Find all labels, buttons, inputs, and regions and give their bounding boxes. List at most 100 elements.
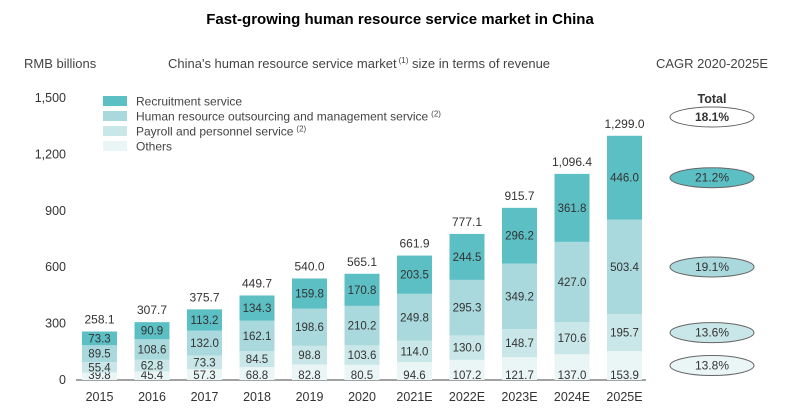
legend-label-footnote: (2) (431, 110, 441, 119)
cagr-series-pill (669, 167, 755, 189)
bar-value-label: 121.7 (505, 370, 534, 382)
bar-value-label: 249.8 (400, 312, 429, 324)
x-tick-label: 2023E (501, 390, 537, 404)
bar-segment (187, 309, 222, 331)
x-tick-label: 2020 (348, 390, 376, 404)
bar-value-label: 113.2 (191, 315, 219, 327)
bar-value-label: 82.8 (298, 370, 320, 382)
y-tick-label: 1,200 (35, 147, 66, 161)
bar-segment (554, 173, 590, 242)
bar-segment (292, 345, 327, 365)
bar-total-label: 307.7 (137, 303, 167, 317)
bar-value-label: 130.0 (453, 343, 482, 355)
bar-segment (187, 355, 222, 370)
bar-segment (239, 351, 275, 368)
y-unit-label: RMB billions (24, 56, 97, 71)
bar-value-label: 45.4 (141, 370, 164, 382)
bar-value-label: 84.5 (246, 354, 268, 366)
bar-value-label: 170.6 (558, 333, 587, 345)
x-tick-label: 2019 (296, 390, 324, 404)
legend-swatch (103, 126, 127, 136)
bar-value-label: 108.6 (138, 344, 167, 356)
legend-label: Payroll and personnel service (2) (136, 125, 307, 139)
bar-segment (134, 339, 170, 360)
bar-total-label: 540.0 (294, 259, 324, 273)
bar-segment (502, 263, 537, 330)
bar-segment (397, 362, 432, 380)
bar-segment (344, 305, 380, 346)
x-tick-label: 2024E (554, 390, 590, 404)
chart-subtitle-main: China's human resource service market (168, 56, 397, 71)
bar-value-label: 80.5 (351, 370, 373, 382)
bar-segment (449, 335, 485, 360)
bar-value-label: 349.2 (505, 291, 534, 303)
bar-value-label: 159.8 (295, 289, 324, 301)
bar-value-label: 170.8 (348, 285, 377, 297)
bar-segment (239, 320, 275, 352)
bar-total-label: 661.9 (399, 237, 429, 251)
bar-total-label: 565.1 (347, 255, 377, 269)
cagr-series-value: 13.8% (695, 359, 729, 373)
y-tick-label: 1,500 (35, 91, 66, 105)
bar-segment (554, 241, 590, 323)
bar-segment (397, 255, 432, 294)
bar-value-label: 39.8 (88, 370, 110, 382)
cagr-series-value: 21.2% (695, 171, 729, 185)
bar-value-label: 73.3 (88, 333, 110, 345)
legend-label-footnote: (2) (296, 125, 306, 134)
bar-value-label: 62.8 (141, 361, 163, 373)
bar-value-label: 162.1 (243, 331, 272, 343)
bar-segment (607, 135, 642, 220)
chart-subtitle: China's human resource service market (1)… (168, 56, 550, 71)
x-tick-label: 2016 (138, 390, 166, 404)
x-tick-label: 2018 (243, 390, 271, 404)
legend-label-text: Payroll and personnel service (136, 125, 294, 139)
y-tick-label: 300 (45, 317, 66, 331)
bar-value-label: 153.9 (610, 370, 639, 382)
bar-segment (449, 279, 485, 336)
cagr-total-value: 18.1% (695, 110, 729, 124)
bar-segment (397, 340, 432, 363)
y-tick-label: 900 (45, 204, 66, 218)
bar-value-label: 296.2 (505, 231, 534, 243)
cagr-series-value: 19.1% (695, 260, 729, 274)
legend-label-text: Others (136, 140, 172, 154)
bar-value-label: 148.7 (505, 338, 534, 350)
bar-segment (82, 362, 117, 373)
bar-segment (449, 359, 485, 380)
y-axis-ticks: 0 300 600 900 1,200 1,500 (35, 91, 66, 387)
bar-segment (607, 351, 642, 380)
bar-segment (397, 293, 432, 341)
bar-segment (292, 278, 327, 309)
bar-value-label: 361.8 (558, 203, 587, 215)
bar-value-label: 203.5 (400, 270, 429, 282)
bar-segment (502, 329, 537, 358)
bar-segment (344, 345, 380, 365)
x-tick-label: 2017 (191, 390, 219, 404)
x-tick-label: 2015 (86, 390, 114, 404)
bar-segment (292, 308, 327, 346)
y-tick-label: 600 (45, 260, 66, 274)
bar-segment (134, 371, 170, 380)
bar-segment (502, 207, 537, 264)
bar-total-label: 1,299.0 (604, 117, 644, 131)
bar-segment (449, 233, 485, 280)
bar-value-label: 427.0 (558, 277, 587, 289)
page-title: Fast-growing human resource service mark… (206, 11, 594, 28)
bar-value-label: 137.0 (558, 370, 587, 382)
cagr-header: CAGR 2020-2025E (656, 56, 768, 71)
bar-segment (554, 354, 590, 380)
cagr-series-pill (669, 355, 755, 377)
bar-value-label: 68.8 (246, 370, 268, 382)
bar-segment (239, 295, 275, 321)
bar-value-label: 57.3 (193, 370, 215, 382)
bar-value-label: 295.3 (453, 303, 482, 315)
cagr-total-pill (669, 106, 755, 128)
legend-swatch (103, 141, 127, 151)
bar-segment (187, 369, 222, 380)
bar-value-label: 446.0 (610, 173, 639, 185)
bar-value-label: 134.3 (243, 303, 272, 315)
bar-segment (82, 372, 117, 380)
bar-segment (292, 364, 327, 380)
